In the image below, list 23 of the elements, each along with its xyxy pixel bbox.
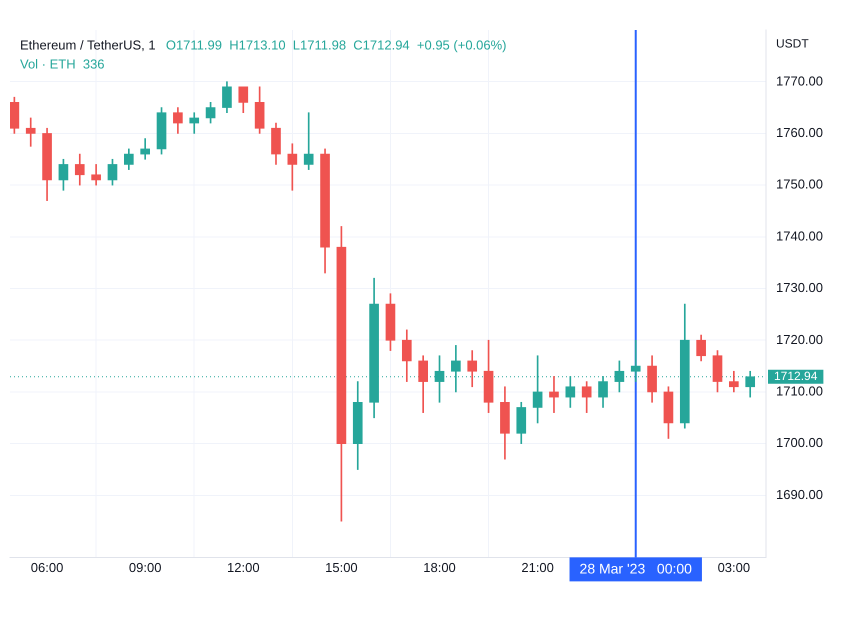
candlestick bbox=[549, 376, 559, 413]
x-tick-label: 12:00 bbox=[227, 560, 260, 575]
annotation: Vol · ETH 336 bbox=[20, 56, 105, 72]
y-tick-label: 1740.00 bbox=[776, 228, 823, 244]
x-tick-label: 03:00 bbox=[718, 560, 750, 575]
ref-line-label: 1712.94 bbox=[774, 369, 818, 384]
y-tick-label: 1710.00 bbox=[776, 384, 823, 399]
x-tick-label: 06:00 bbox=[30, 560, 64, 575]
y-tick-label: 1730.00 bbox=[776, 280, 823, 296]
y-tick-label: 1690.00 bbox=[776, 486, 823, 502]
x-tick-label: 15:00 bbox=[325, 560, 358, 575]
y-tick-label: 1770.00 bbox=[776, 73, 823, 88]
y-tick-label: 1750.00 bbox=[776, 176, 823, 192]
annotation: O1711.99 H1713.10 L1711.98 C1712.94 +0.95 (+0.06%) bbox=[166, 38, 507, 53]
x-tick-label: 18:00 bbox=[423, 560, 456, 575]
ref-line-label: 28 Mar '23 00:00 bbox=[580, 560, 692, 576]
text: Ethereum / TetherUS, 1 bbox=[20, 38, 156, 53]
x-tick-label: 09:00 bbox=[128, 560, 162, 575]
x-tick-label: 21:00 bbox=[521, 560, 554, 575]
y-tick-label: 1720.00 bbox=[776, 332, 823, 347]
y-axis-title: USDT bbox=[776, 36, 810, 50]
y-tick-label: 1760.00 bbox=[776, 124, 823, 140]
y-tick-label: 1700.00 bbox=[776, 435, 823, 450]
